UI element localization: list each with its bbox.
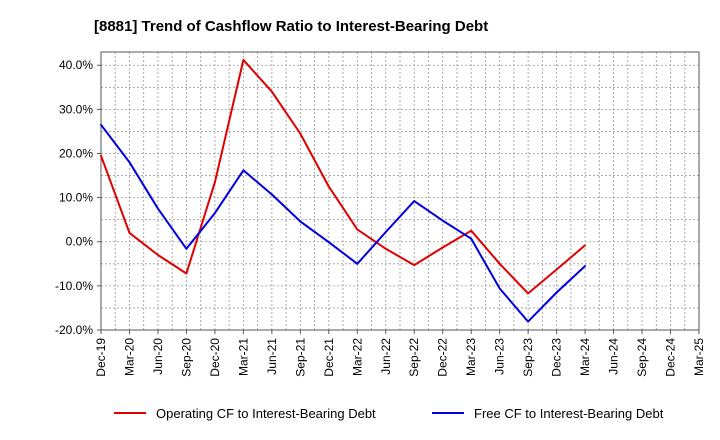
data-point (413, 264, 416, 267)
data-point (584, 265, 586, 267)
data-point (327, 185, 330, 188)
data-point (327, 241, 330, 244)
data-point (214, 212, 216, 214)
plot-background (101, 52, 699, 330)
data-point (441, 246, 444, 249)
data-point (413, 200, 416, 203)
x-tick-label: Sep-24 (635, 338, 649, 377)
x-tick-label: Sep-22 (407, 338, 421, 377)
x-tick-label: Dec-19 (94, 338, 108, 377)
data-point (470, 237, 473, 240)
x-tick-label: Sep-20 (179, 338, 193, 377)
x-tick-label: Dec-23 (550, 338, 564, 377)
data-point (498, 262, 501, 265)
data-point (356, 262, 359, 265)
x-tick-label: Dec-22 (436, 338, 450, 377)
data-point (555, 268, 558, 271)
data-point (299, 220, 302, 223)
legend-label: Operating CF to Interest-Bearing Debt (156, 406, 376, 421)
data-point (128, 161, 131, 164)
data-point (185, 272, 188, 275)
y-tick-label: 0.0% (66, 235, 94, 249)
data-point (470, 229, 473, 232)
x-tick-label: Sep-21 (293, 338, 307, 377)
y-tick-label: 20.0% (59, 146, 93, 160)
x-tick-label: Mar-23 (464, 338, 478, 376)
series-lines (100, 58, 586, 323)
plot-area (100, 51, 700, 331)
data-point (384, 231, 387, 233)
data-point (527, 292, 530, 295)
chart-title: [8881] Trend of Cashflow Ratio to Intere… (94, 18, 488, 35)
data-point (157, 207, 159, 210)
x-tick-label: Mar-21 (236, 338, 250, 376)
data-point (100, 154, 102, 157)
data-point (384, 247, 387, 250)
x-tick-label: Dec-24 (664, 338, 678, 377)
x-tick-label: Jun-23 (493, 338, 507, 375)
x-tick-label: Dec-20 (208, 338, 222, 377)
y-tick-label: 40.0% (59, 58, 93, 72)
x-tick-label: Mar-25 (692, 338, 706, 376)
legend-label: Free CF to Interest-Bearing Debt (474, 406, 664, 421)
series-line-operating-cf (100, 58, 586, 295)
data-point (356, 228, 359, 231)
plot-border (100, 51, 700, 331)
data-point (242, 59, 245, 61)
data-point (299, 132, 302, 135)
x-tick-label: Dec-21 (322, 338, 336, 377)
x-axis: Dec-19 Mar-20 Jun-20 Sep-20 Dec-20 Mar-21 Jun-… (94, 330, 706, 377)
data-point (100, 123, 102, 126)
data-point (214, 181, 216, 184)
data-point (441, 219, 444, 222)
x-tick-label: Jun-21 (265, 338, 279, 375)
data-point (242, 169, 245, 172)
x-tick-label: Mar-22 (350, 338, 364, 376)
series-line-free-cf (100, 124, 586, 323)
y-tick-label: 30.0% (59, 102, 93, 116)
data-point (584, 244, 586, 247)
y-axis: -20.0% -10.0% 0.0% 10.0% 20.0% 30.0% 40.0% (55, 58, 101, 337)
x-tick-label: Mar-20 (122, 338, 136, 376)
y-tick-label: -20.0% (55, 323, 93, 337)
x-tick-label: Jun-22 (379, 338, 393, 375)
y-tick-label: 10.0% (59, 191, 93, 205)
x-tick-label: Jun-20 (151, 338, 165, 375)
data-point (527, 320, 530, 323)
y-tick-label: -10.0% (55, 279, 93, 293)
data-point (157, 254, 159, 256)
data-point (270, 90, 273, 93)
x-tick-label: Jun-24 (607, 338, 621, 375)
data-point (555, 291, 558, 294)
x-tick-label: Sep-23 (521, 338, 535, 377)
data-point (270, 193, 273, 196)
data-point (498, 287, 501, 290)
data-point (128, 232, 131, 234)
legend: Operating CF to Interest-Bearing Debt Fre… (114, 406, 664, 421)
x-tick-label: Mar-24 (578, 338, 592, 376)
data-point (185, 247, 188, 250)
